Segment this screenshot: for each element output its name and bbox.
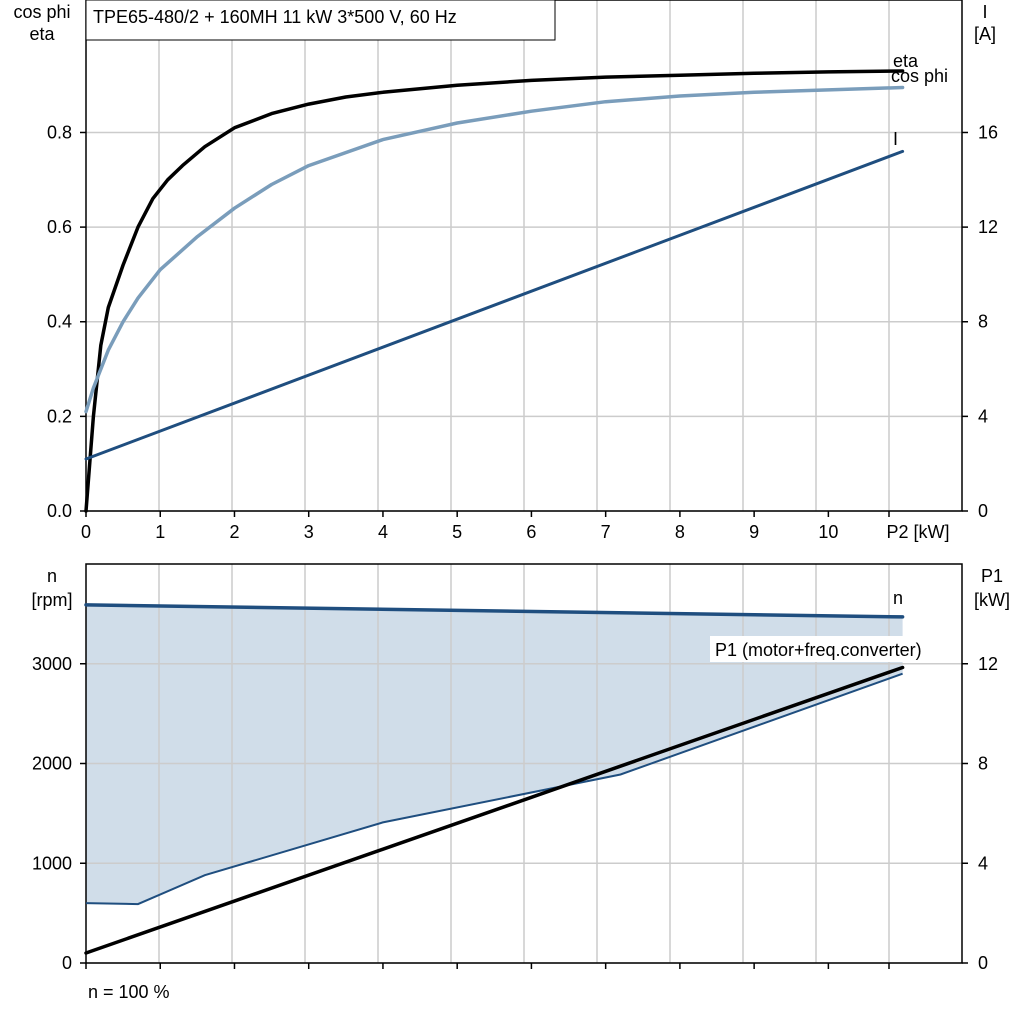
series-p1-label: P1 (motor+freq.converter) <box>715 640 922 660</box>
top-right-tick-label: 16 <box>978 122 998 142</box>
series-i-line <box>84 149 905 461</box>
right-axis-title-current-unit: [A] <box>974 24 996 44</box>
speed-axis-title: n <box>47 566 57 586</box>
top-x-tick-label: 3 <box>304 522 314 542</box>
x-axis-label: P2 [kW] <box>886 522 949 542</box>
top-right-tick-label: 12 <box>978 217 998 237</box>
top-left-tick-label: 0.0 <box>47 501 72 521</box>
bottom-right-tick-label: 0 <box>978 953 988 973</box>
chart-title-box <box>85 0 556 41</box>
right-axis-title-current: I <box>982 2 987 22</box>
operating-range-area <box>86 604 903 905</box>
top-x-tick-label: 2 <box>229 522 239 542</box>
power-axis-unit: [kW] <box>974 590 1010 610</box>
series-eta-line <box>84 69 905 513</box>
series-n-label: n <box>893 588 903 608</box>
top-x-tick-label: 5 <box>452 522 462 542</box>
operating-range-min-line <box>85 672 903 906</box>
top-x-tick-label: 9 <box>749 522 759 542</box>
series-n-line <box>84 603 905 619</box>
series-p1-motor-freq-converter-line <box>84 665 905 955</box>
top-left-tick-label: 0.2 <box>47 406 72 426</box>
top-plot-frame <box>85 0 963 512</box>
speed-percent-annotation: n = 100 % <box>88 982 170 1002</box>
p1-label-background <box>710 636 960 662</box>
top-right-tick-label: 0 <box>978 501 988 521</box>
top-left-tick-label: 0.6 <box>47 217 72 237</box>
top-x-tick-label: 7 <box>601 522 611 542</box>
speed-power-chart: 0 1000 2000 3000 0 4 8 12 n [rpm] P1 [kW] n P1 (motor… <box>31 563 1010 1002</box>
top-x-tick-label: 4 <box>378 522 388 542</box>
bottom-right-tick-label: 12 <box>978 654 998 674</box>
series-eta-label: eta <box>893 51 919 71</box>
efficiency-current-chart: TPE65-480/2 + 160MH 11 kW 3*500 V, 60 Hz… <box>13 0 998 542</box>
top-left-tick-label: 0.8 <box>47 122 72 142</box>
bottom-right-tick-label: 4 <box>978 853 988 873</box>
bottom-right-tick-label: 8 <box>978 754 988 774</box>
series-cos-phi-line <box>84 85 905 414</box>
left-axis-title-cosphi: cos phi <box>13 2 70 22</box>
bottom-left-tick-label: 1000 <box>32 853 72 873</box>
top-x-tick-label: 0 <box>81 522 91 542</box>
top-x-tick-label: 10 <box>818 522 838 542</box>
left-axis-title-eta: eta <box>29 24 55 44</box>
top-left-tick-label: 0.4 <box>47 312 72 332</box>
bottom-left-tick-label: 0 <box>62 953 72 973</box>
series-i-label: I <box>893 129 898 149</box>
top-x-tick-label: 1 <box>155 522 165 542</box>
speed-axis-unit: [rpm] <box>31 590 72 610</box>
power-axis-title: P1 <box>981 566 1003 586</box>
top-right-tick-label: 4 <box>978 406 988 426</box>
top-x-tick-label: 8 <box>675 522 685 542</box>
top-right-tick-label: 8 <box>978 312 988 332</box>
top-x-tick-label: 6 <box>526 522 536 542</box>
series-cos-phi-label: cos phi <box>891 66 948 86</box>
bottom-left-tick-label: 2000 <box>32 754 72 774</box>
bottom-left-tick-label: 3000 <box>32 654 72 674</box>
chart-title: TPE65-480/2 + 160MH 11 kW 3*500 V, 60 Hz <box>93 7 457 27</box>
